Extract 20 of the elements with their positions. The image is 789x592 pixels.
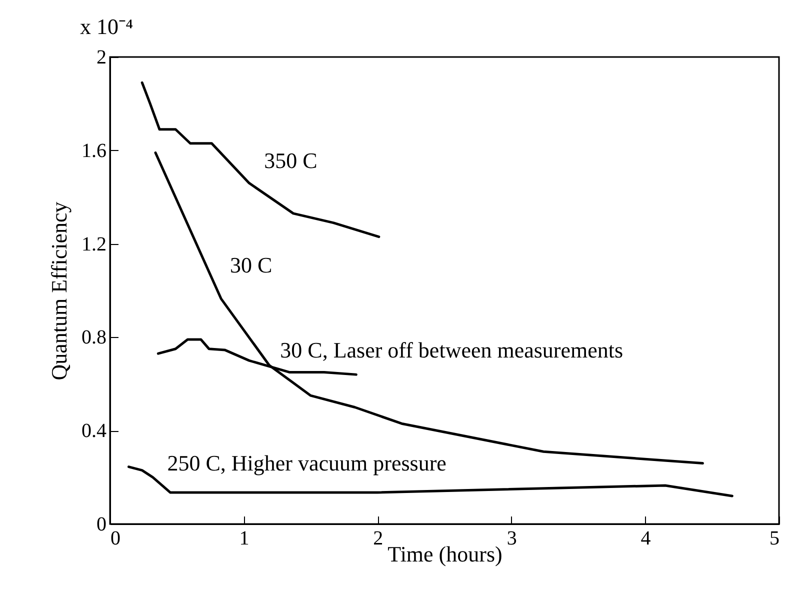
line-series <box>140 81 380 238</box>
x-tick-label: 2 <box>373 528 384 550</box>
text: x 10⁻⁴ <box>80 14 134 39</box>
series-label: 30 C, Laser off between measurements <box>280 338 624 363</box>
x-axis-title: Time (hours) <box>388 542 502 566</box>
series-label: 350 C <box>264 148 318 174</box>
y-tick-label: 1.6 <box>82 140 106 162</box>
y-tick-label: 0.4 <box>82 420 106 442</box>
x-tick-label: 0 <box>110 528 120 550</box>
x-tick-label: 4 <box>640 528 651 550</box>
y-axis-title: Quantum Efficiency <box>46 202 72 380</box>
y-tick-label: 1.2 <box>82 233 106 256</box>
x-tick-label: 5 <box>770 528 780 550</box>
y-tick-label: 0 <box>96 514 106 536</box>
series-label: 250 C, Higher vacuum pressure <box>167 450 446 476</box>
y-tick-label: 2 <box>96 46 106 68</box>
x-tick-label: 1 <box>239 528 250 550</box>
y-tick-label: 0.8 <box>82 326 106 349</box>
x-tick-label: 3 <box>506 528 517 550</box>
series-label: 30 C <box>230 252 272 278</box>
